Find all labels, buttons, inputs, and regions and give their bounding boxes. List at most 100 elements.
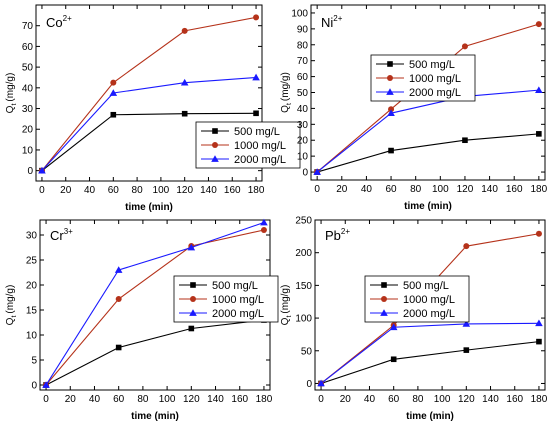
data-point bbox=[42, 381, 50, 388]
x-tick-label: 140 bbox=[200, 185, 217, 196]
panel-pb: 0 20 40 60 80 100 120 140 160 180 0 50 100 150 200 250 t… bbox=[280, 216, 548, 423]
legend: 500 mg/L 1000 mg/L 2000 mg/L bbox=[173, 275, 279, 323]
x-tick-label: 0 bbox=[314, 184, 320, 195]
ion-label: Co2+ bbox=[46, 14, 72, 30]
legend-marker bbox=[189, 309, 197, 316]
x-tick-label: 100 bbox=[434, 394, 451, 405]
legend-marker bbox=[212, 128, 218, 134]
series-line-0 bbox=[317, 133, 539, 173]
legend-marker bbox=[381, 282, 387, 288]
legend-label: 500 mg/L bbox=[212, 280, 258, 292]
legend-label: 1000 mg/L bbox=[403, 294, 455, 306]
x-axis-label: time (min) bbox=[406, 411, 454, 422]
y-tick-label: 100 bbox=[291, 8, 308, 19]
y-tick-label: 30 bbox=[297, 120, 309, 131]
y-tick-label: 0 bbox=[302, 168, 308, 179]
data-point bbox=[461, 43, 468, 50]
series-line-1 bbox=[45, 229, 265, 386]
y-tick-label: 50 bbox=[22, 63, 34, 74]
legend-marker bbox=[386, 88, 394, 95]
x-tick-label: 160 bbox=[506, 184, 523, 195]
y-axis-label: Qt(mg/g) bbox=[280, 285, 293, 326]
legend: 500 mg/L 1000 mg/L 2000 mg/L bbox=[364, 275, 470, 323]
x-tick-label: 100 bbox=[432, 184, 449, 195]
data-point bbox=[187, 243, 196, 251]
data-point bbox=[115, 296, 122, 302]
x-tick-label: 80 bbox=[412, 394, 424, 405]
y-tick-label: 10 bbox=[26, 331, 38, 342]
data-point bbox=[535, 230, 542, 237]
y-tick-label: 0 bbox=[31, 381, 37, 392]
data-point bbox=[388, 147, 394, 154]
y-tick-label: 60 bbox=[22, 42, 34, 53]
plot-frame bbox=[35, 4, 263, 182]
x-tick-label: 80 bbox=[137, 394, 149, 405]
legend-label: 1000 mg/L bbox=[409, 73, 461, 85]
x-tick-label: 80 bbox=[410, 184, 422, 195]
x-tick-label: 60 bbox=[108, 185, 120, 196]
y-tick-label: 30 bbox=[22, 104, 34, 115]
y-tick-label: 100 bbox=[295, 314, 312, 325]
x-tick-label: 60 bbox=[113, 394, 125, 405]
x-tick-label: 20 bbox=[340, 394, 352, 405]
legend-marker bbox=[190, 296, 196, 302]
x-tick-label: 40 bbox=[364, 394, 376, 405]
data-point bbox=[463, 243, 470, 250]
x-axis-label: time (min) bbox=[131, 411, 179, 422]
y-tick-label: 20 bbox=[22, 125, 34, 136]
data-point bbox=[180, 78, 189, 86]
data-point bbox=[114, 266, 123, 273]
y-axis-label: Qt(mg/g) bbox=[280, 72, 293, 113]
series-line-0 bbox=[41, 112, 257, 172]
panel-ni: 0 20 40 60 80 100 120 140 160 180 0 10 20 30 40 50 60 70 8… bbox=[280, 4, 548, 212]
ion-label: Ni2+ bbox=[321, 14, 343, 30]
x-axis-label: time (min) bbox=[404, 201, 452, 212]
x-tick-label: 0 bbox=[39, 185, 45, 196]
y-tick-label: 60 bbox=[297, 72, 309, 83]
legend-label: 2000 mg/L bbox=[234, 154, 286, 166]
data-point bbox=[462, 137, 468, 144]
y-tick-label: 20 bbox=[26, 281, 38, 292]
ion-label: Pb2+ bbox=[325, 227, 350, 243]
x-tick-label: 140 bbox=[207, 394, 224, 405]
legend-label: 500 mg/L bbox=[409, 59, 455, 71]
legend-marker bbox=[211, 155, 219, 162]
data-point bbox=[253, 14, 260, 21]
x-tick-label: 180 bbox=[530, 184, 547, 195]
data-point bbox=[535, 319, 543, 327]
series-line-2 bbox=[45, 221, 265, 386]
y-tick-label: 200 bbox=[295, 248, 312, 259]
data-point bbox=[317, 379, 325, 387]
y-tick-label: 70 bbox=[22, 21, 34, 32]
data-point bbox=[390, 356, 397, 363]
legend-label: 2000 mg/L bbox=[212, 308, 264, 320]
legend: 500 mg/L 1000 mg/L 2000 mg/L bbox=[370, 54, 476, 102]
x-tick-label: 60 bbox=[385, 184, 397, 195]
data-point bbox=[252, 73, 260, 81]
y-tick-label: 70 bbox=[297, 56, 309, 67]
data-point bbox=[388, 106, 395, 113]
data-point bbox=[110, 111, 117, 118]
x-tick-label: 140 bbox=[481, 184, 498, 195]
legend-marker bbox=[387, 61, 393, 67]
series-line-0 bbox=[320, 341, 540, 384]
x-tick-label: 180 bbox=[531, 394, 548, 405]
y-tick-label: 5 bbox=[31, 356, 37, 367]
legend-label: 1000 mg/L bbox=[212, 294, 264, 306]
ion-label: Cr3+ bbox=[50, 227, 73, 243]
x-tick-label: 40 bbox=[89, 394, 101, 405]
x-tick-label: 100 bbox=[159, 394, 176, 405]
data-point bbox=[313, 168, 321, 175]
panel-co: 0 20 40 60 80 100 120 140 160 180 0 10 20 30 40 50 60 70 t… bbox=[5, 4, 301, 213]
legend-label: 500 mg/L bbox=[403, 280, 449, 292]
data-point bbox=[536, 131, 542, 137]
x-tick-label: 120 bbox=[458, 394, 475, 405]
x-tick-label: 120 bbox=[183, 394, 200, 405]
x-tick-label: 0 bbox=[43, 394, 49, 405]
x-tick-label: 180 bbox=[248, 185, 265, 196]
y-axis-label: Qt(mg/g) bbox=[5, 285, 18, 326]
x-tick-label: 180 bbox=[256, 394, 273, 405]
legend-marker bbox=[212, 142, 218, 148]
y-tick-label: 30 bbox=[26, 231, 38, 242]
